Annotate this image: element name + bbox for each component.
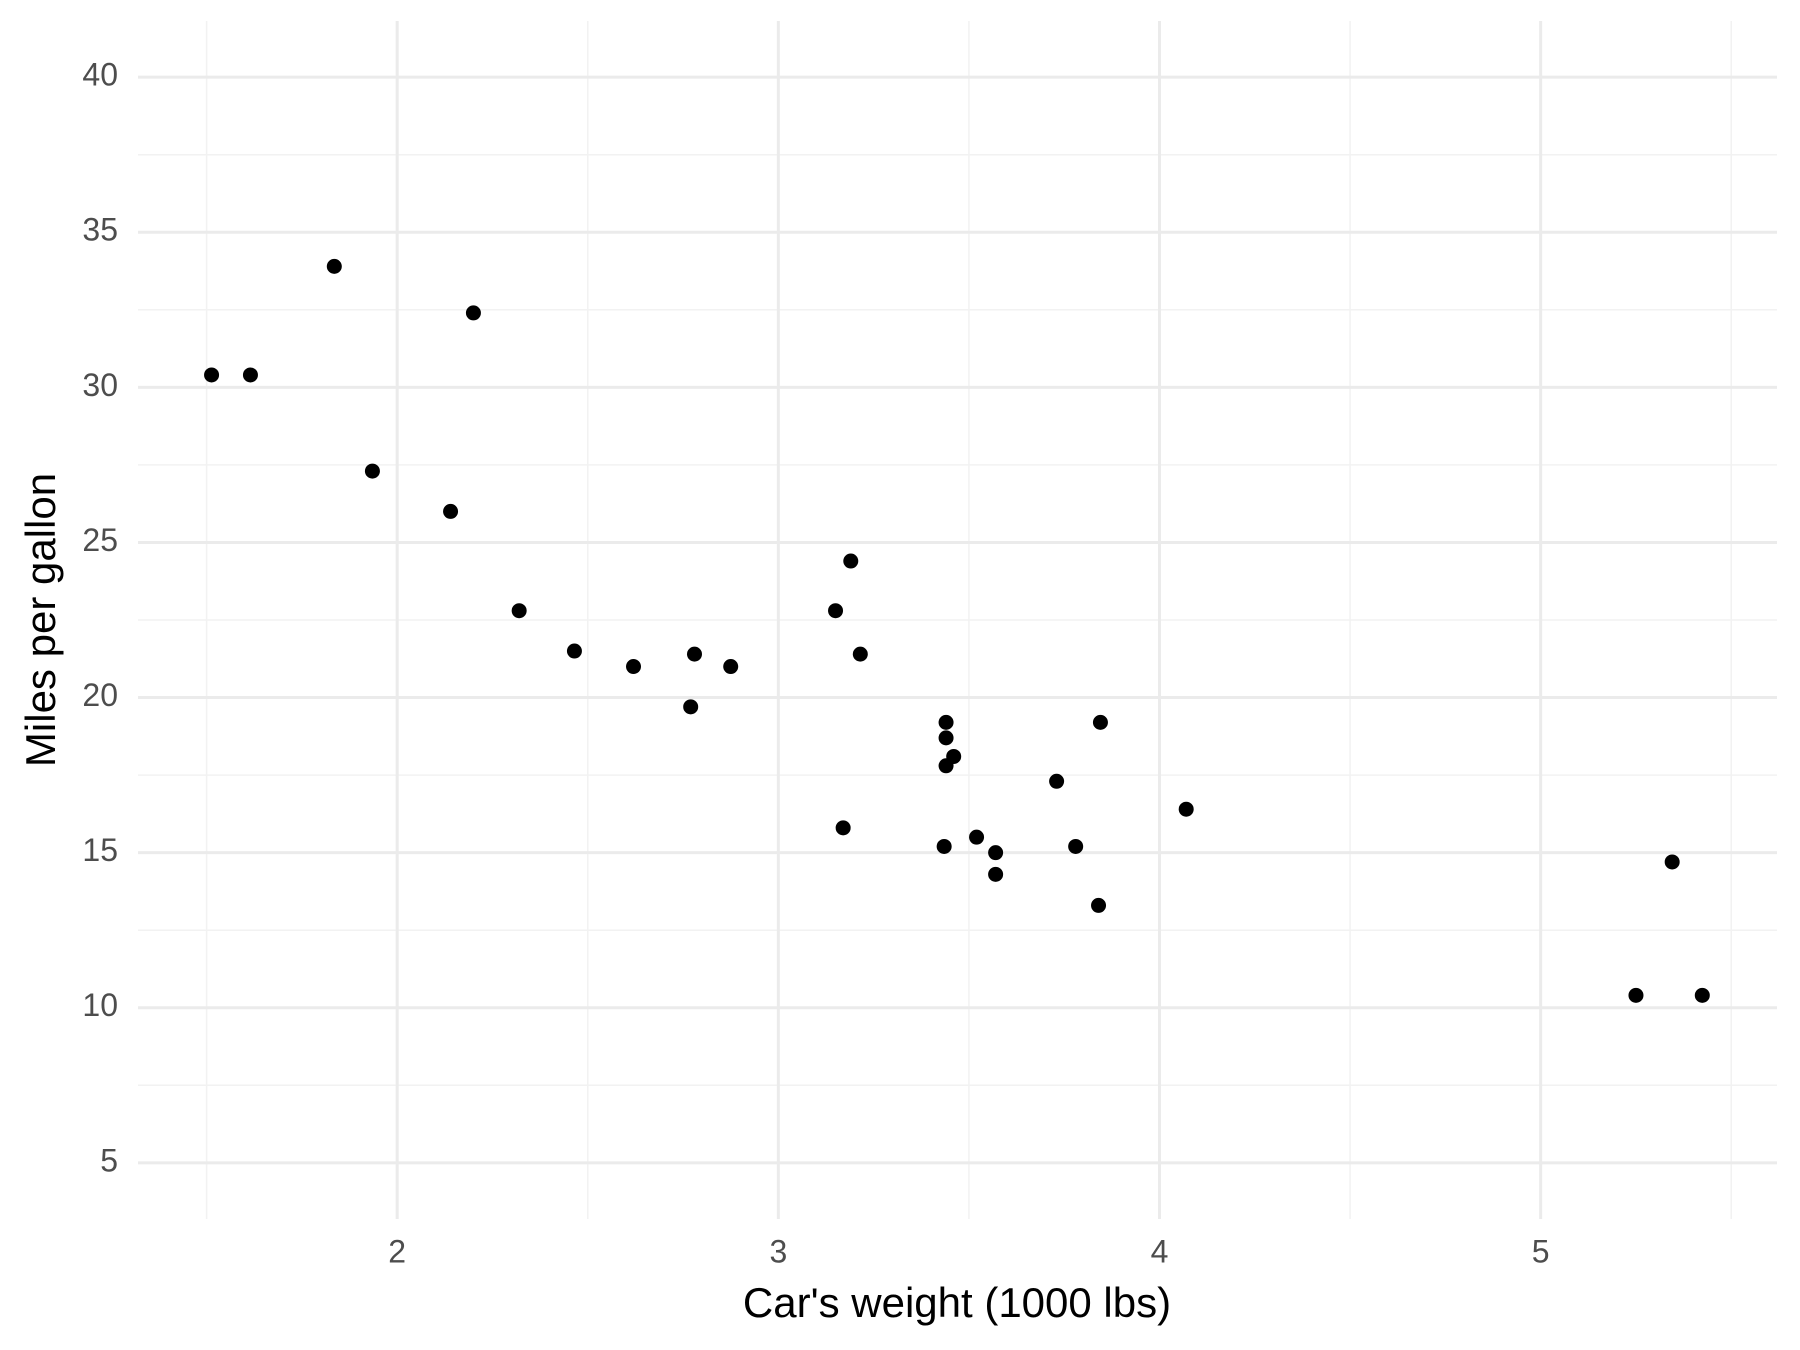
point [988,866,1004,882]
point [938,714,954,730]
point [988,845,1004,861]
point [364,463,380,479]
point [686,646,702,662]
y-axis-title: Miles per gallon [17,473,64,767]
point [683,699,699,715]
x-tick-label: 5 [1532,1233,1550,1269]
point [1091,897,1107,913]
point [1049,773,1065,789]
y-tick-label: 40 [82,57,118,93]
point [242,367,258,383]
x-tick-label: 3 [769,1233,787,1269]
y-tick-label: 20 [82,677,118,713]
point [1664,854,1680,870]
point [852,646,868,662]
point [1628,987,1644,1003]
point [204,367,220,383]
point [835,820,851,836]
y-tick-label: 25 [82,522,118,558]
point [1694,987,1710,1003]
y-tick-label: 10 [82,987,118,1023]
point [1068,838,1084,854]
point [938,758,954,774]
x-tick-label: 4 [1151,1233,1169,1269]
point [723,659,739,675]
point [326,258,342,274]
point [843,553,859,569]
point [828,603,844,619]
y-tick-label: 30 [82,367,118,403]
y-tick-label: 15 [82,832,118,868]
point [1092,714,1108,730]
x-axis-title: Car's weight (1000 lbs) [743,1279,1171,1326]
point [443,503,459,519]
y-tick-label: 5 [100,1142,118,1178]
point [465,305,481,321]
point [511,603,527,619]
point [938,730,954,746]
x-tick-label: 2 [388,1233,406,1269]
y-tick-label: 35 [82,212,118,248]
point [936,838,952,854]
point [626,659,642,675]
point [1178,801,1194,817]
point [969,829,985,845]
point [566,643,582,659]
